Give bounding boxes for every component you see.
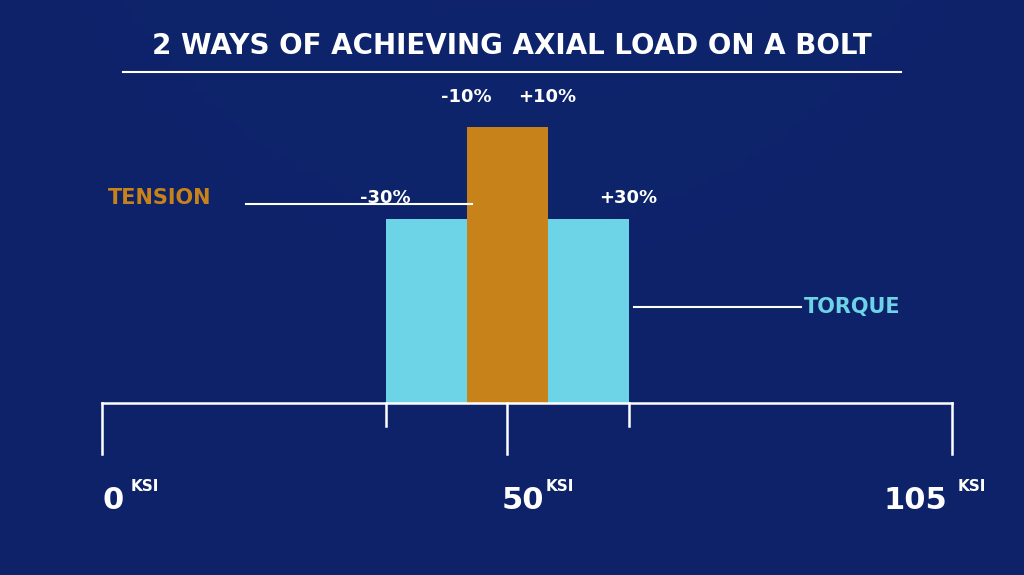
Text: KSI: KSI [546, 479, 574, 494]
Text: -10%: -10% [441, 89, 492, 106]
Text: 105: 105 [884, 486, 947, 515]
Text: 50: 50 [502, 486, 545, 515]
Text: KSI: KSI [131, 479, 160, 494]
Text: +10%: +10% [518, 89, 577, 106]
Bar [467, 126, 548, 402]
Text: 0: 0 [102, 486, 124, 515]
Text: -30%: -30% [360, 189, 411, 207]
Text: KSI: KSI [957, 479, 986, 494]
Bar [386, 218, 629, 402]
Text: 2 WAYS OF ACHIEVING AXIAL LOAD ON A BOLT: 2 WAYS OF ACHIEVING AXIAL LOAD ON A BOLT [153, 32, 871, 60]
Text: TORQUE: TORQUE [804, 297, 900, 317]
Text: TENSION: TENSION [108, 188, 211, 208]
Text: +30%: +30% [599, 189, 657, 207]
